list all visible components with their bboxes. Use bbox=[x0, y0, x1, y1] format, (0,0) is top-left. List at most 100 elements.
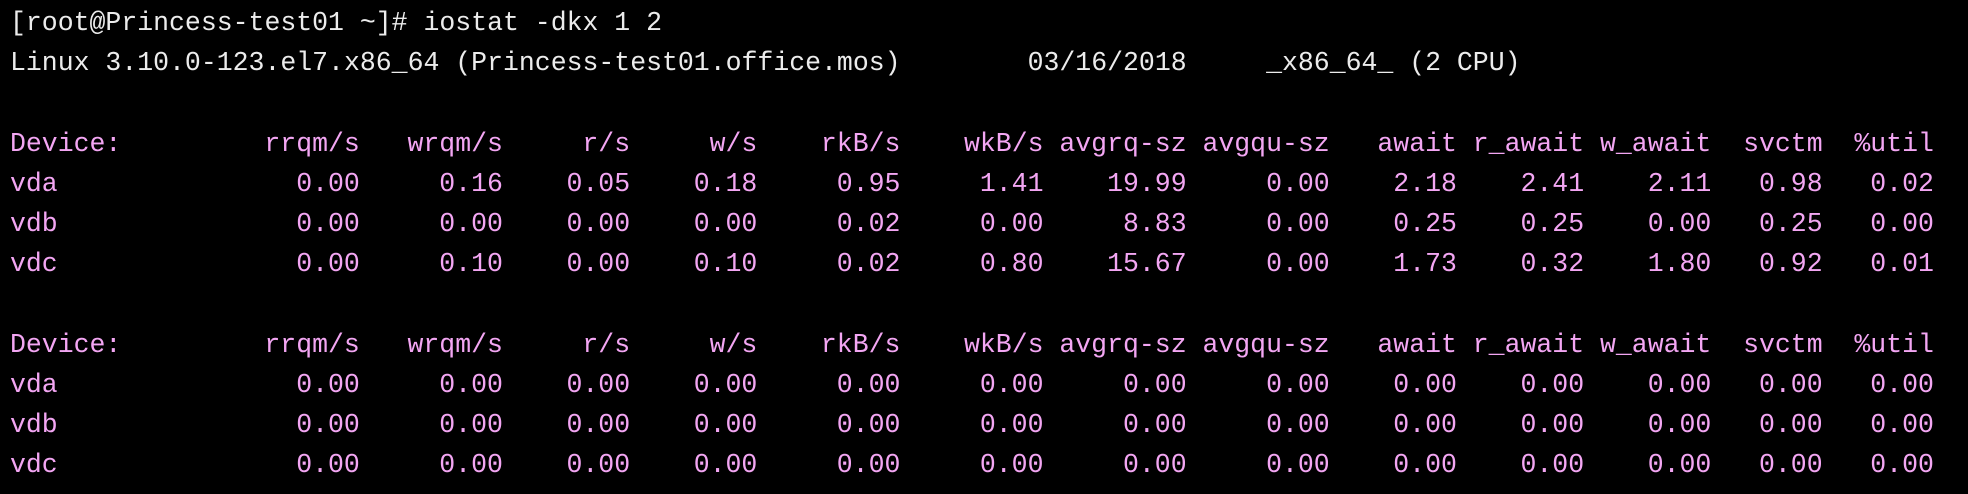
stat-value: 0.00 bbox=[693, 209, 758, 239]
stat-value: 0.00 bbox=[566, 249, 631, 280]
stat-value: 0.00 bbox=[566, 369, 631, 400]
stat-value: 0.32 bbox=[1520, 249, 1585, 280]
stat-value: 0.00 bbox=[1870, 369, 1934, 400]
stat-value: 0.92 bbox=[1758, 249, 1823, 280]
column-header: svctm bbox=[1743, 128, 1823, 159]
stat-value: 1.73 bbox=[1393, 249, 1457, 280]
column-header: avgrq-sz bbox=[1059, 128, 1187, 159]
stat-value: 0.00 bbox=[1266, 249, 1330, 280]
column-header: r_await bbox=[1472, 128, 1585, 159]
stat-value: 0.00 bbox=[1393, 450, 1457, 481]
stat-value: 0.00 bbox=[979, 410, 1044, 440]
stat-value: 0.00 bbox=[439, 209, 503, 239]
device-name: vda bbox=[10, 369, 58, 400]
stat-value: 0.98 bbox=[1758, 168, 1823, 199]
report-date: 03/16/2018 bbox=[1027, 48, 1187, 79]
stat-value: 0.00 bbox=[296, 450, 360, 481]
stat-value: 0.00 bbox=[439, 450, 503, 481]
stat-value: 0.00 bbox=[1520, 410, 1585, 440]
stat-value: 0.00 bbox=[1122, 369, 1187, 400]
device-name: vda bbox=[10, 168, 58, 199]
stat-value: 0.00 bbox=[1266, 450, 1330, 481]
stat-value: 0.00 bbox=[1647, 369, 1712, 400]
column-header: rrqm/s bbox=[264, 128, 360, 159]
device-name: vdc bbox=[10, 249, 58, 280]
stat-value: 15.67 bbox=[1107, 249, 1187, 280]
stat-value: 0.00 bbox=[693, 410, 758, 440]
stat-value: 0.00 bbox=[296, 249, 360, 280]
column-header: avgrq-sz bbox=[1059, 329, 1187, 360]
stat-value: 0.18 bbox=[693, 168, 758, 199]
stat-value: 0.00 bbox=[979, 369, 1044, 400]
stat-value: 0.00 bbox=[1122, 410, 1187, 440]
stat-value: 0.16 bbox=[439, 168, 503, 199]
stat-value: 0.00 bbox=[1266, 369, 1330, 400]
stat-value: 0.00 bbox=[1520, 369, 1585, 400]
stat-value: 0.02 bbox=[1870, 168, 1934, 199]
stat-value: 19.99 bbox=[1107, 168, 1187, 199]
stat-value: 0.05 bbox=[566, 168, 631, 199]
stat-value: 1.80 bbox=[1647, 249, 1712, 280]
column-header: w_await bbox=[1599, 128, 1712, 159]
stat-value: 0.00 bbox=[693, 369, 758, 400]
stat-value: 0.00 bbox=[1393, 369, 1457, 400]
stat-value: 0.01 bbox=[1870, 249, 1934, 280]
stat-value: 0.00 bbox=[1266, 209, 1330, 239]
column-header: wrqm/s bbox=[407, 329, 503, 360]
stat-value: 0.00 bbox=[979, 450, 1044, 481]
stat-value: 0.00 bbox=[296, 168, 360, 199]
stat-value: 0.25 bbox=[1393, 209, 1457, 239]
stat-value: 0.25 bbox=[1758, 209, 1823, 239]
stat-value: 0.00 bbox=[1647, 450, 1712, 481]
stat-value: 0.00 bbox=[836, 450, 901, 481]
column-header: rrqm/s bbox=[264, 329, 360, 360]
stat-value: 0.25 bbox=[1520, 209, 1585, 239]
column-header: %util bbox=[1854, 329, 1934, 360]
stat-value: 0.95 bbox=[836, 168, 901, 199]
stat-value: 0.10 bbox=[439, 249, 503, 280]
stat-value: 0.00 bbox=[979, 209, 1044, 239]
cpu-count: (2 CPU) bbox=[1409, 48, 1521, 79]
architecture: _x86_64_ bbox=[1266, 48, 1394, 79]
stat-value: 0.00 bbox=[1393, 410, 1457, 440]
device-name: vdb bbox=[10, 410, 58, 440]
stat-value: 0.00 bbox=[566, 410, 631, 440]
stat-value: 0.00 bbox=[566, 450, 631, 481]
column-header: wkB/s bbox=[963, 128, 1044, 159]
stat-value: 0.00 bbox=[1870, 209, 1934, 239]
stat-value: 0.00 bbox=[693, 450, 758, 481]
stat-value: 0.00 bbox=[1266, 410, 1330, 440]
column-header: Device: bbox=[10, 329, 122, 360]
column-header: await bbox=[1377, 128, 1457, 159]
stat-value: 0.00 bbox=[1647, 209, 1712, 239]
stat-value: 0.00 bbox=[1758, 410, 1823, 440]
stat-value: 0.80 bbox=[979, 249, 1044, 280]
column-header: wkB/s bbox=[963, 329, 1044, 360]
column-header: r/s bbox=[582, 329, 631, 360]
stat-value: 0.00 bbox=[1520, 450, 1585, 481]
stat-value: 0.00 bbox=[836, 369, 901, 400]
column-header: await bbox=[1377, 329, 1457, 360]
column-header: avgqu-sz bbox=[1202, 128, 1330, 159]
stat-value: 0.00 bbox=[1758, 369, 1823, 400]
stat-value: 0.02 bbox=[836, 249, 901, 280]
stat-value: 0.00 bbox=[1266, 168, 1330, 199]
column-header: %util bbox=[1854, 128, 1934, 159]
column-header: rkB/s bbox=[820, 329, 901, 360]
stat-value: 0.00 bbox=[296, 369, 360, 400]
stat-value: 0.00 bbox=[1647, 410, 1712, 440]
stat-value: 2.18 bbox=[1393, 168, 1457, 199]
kernel-info: Linux 3.10.0-123.el7.x86_64 (Princess-te… bbox=[10, 48, 901, 79]
stat-value: 0.00 bbox=[1870, 450, 1934, 481]
stat-value: 2.41 bbox=[1520, 168, 1585, 199]
column-header: rkB/s bbox=[820, 128, 901, 159]
stat-value: 0.00 bbox=[296, 410, 360, 440]
column-header: svctm bbox=[1743, 329, 1823, 360]
stat-value: 8.83 bbox=[1122, 209, 1187, 239]
column-header: Device: bbox=[10, 128, 122, 159]
shell-prompt: [root@Princess-test01 ~]# iostat -dkx 1 … bbox=[10, 8, 663, 38]
column-header: avgqu-sz bbox=[1202, 329, 1330, 360]
device-name: vdc bbox=[10, 450, 58, 481]
stat-value: 0.00 bbox=[1870, 410, 1934, 440]
